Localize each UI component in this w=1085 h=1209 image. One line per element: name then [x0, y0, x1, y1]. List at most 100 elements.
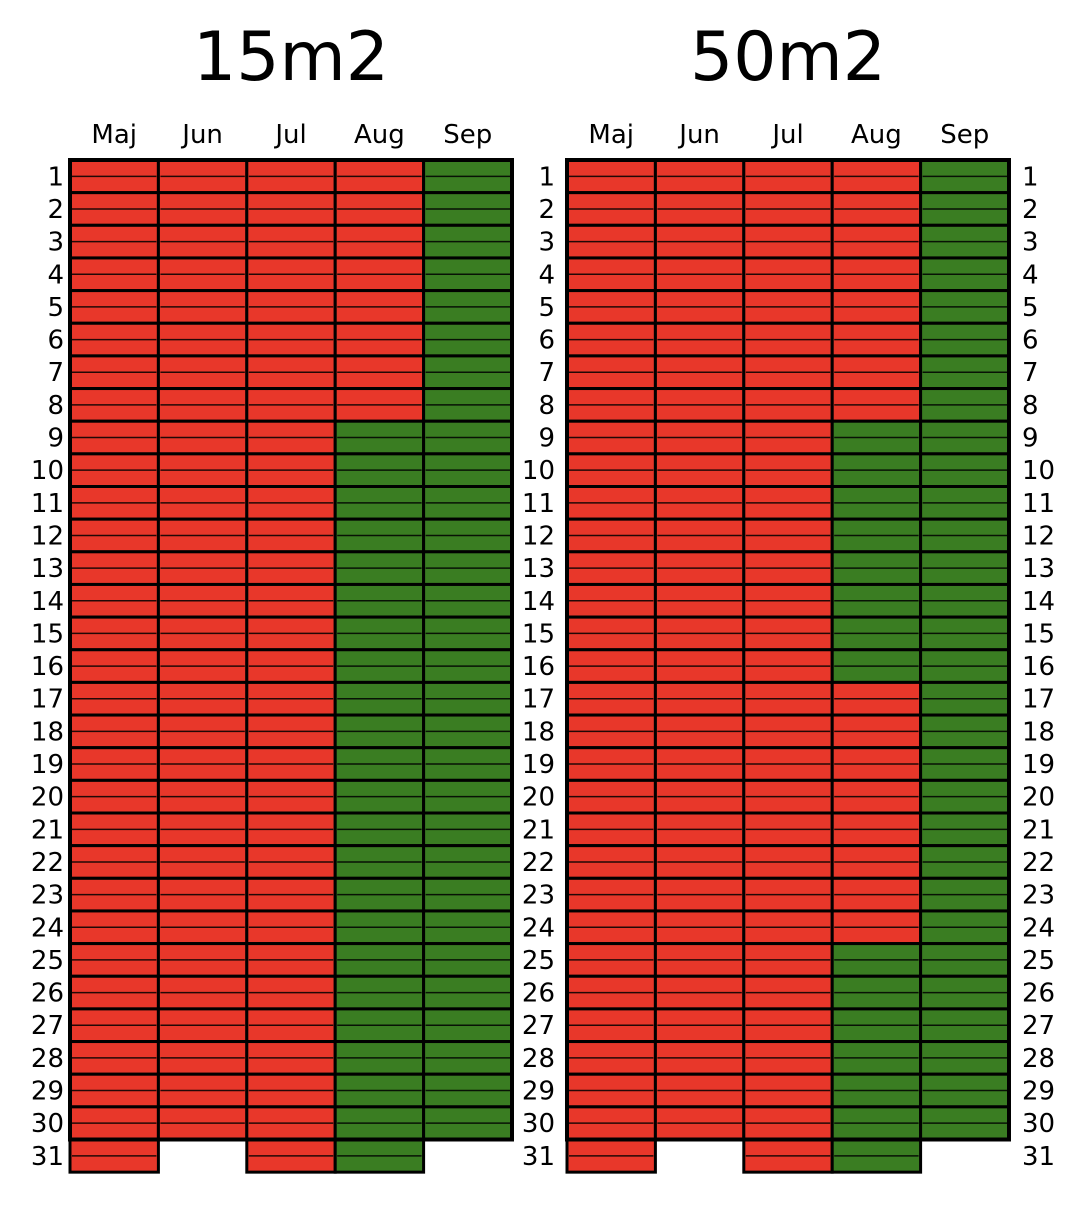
day-label-30: 30	[31, 1109, 64, 1139]
day-label-9: 9	[47, 424, 64, 454]
day-label-30: 30	[1022, 1109, 1055, 1139]
month-label-jun: Jun	[180, 120, 223, 150]
month-label-jun: Jun	[677, 120, 720, 150]
day-label-26: 26	[31, 979, 64, 1009]
day-label-1: 1	[538, 162, 555, 192]
day-label-24: 24	[31, 913, 64, 943]
day-label-3: 3	[47, 228, 64, 258]
day-label-28: 28	[522, 1044, 555, 1074]
chart-title: 50m2	[690, 18, 886, 97]
day-label-31: 31	[31, 1142, 64, 1172]
panel-border	[68, 158, 514, 1142]
day-label-6: 6	[1022, 326, 1039, 356]
month-label-aug: Aug	[851, 120, 902, 150]
day-label-5: 5	[47, 293, 64, 323]
day-label-11: 11	[1022, 489, 1055, 519]
day-label-16: 16	[31, 652, 64, 682]
day-label-16: 16	[522, 652, 555, 682]
day-label-25: 25	[31, 946, 64, 976]
day-label-5: 5	[1022, 293, 1039, 323]
day-label-29: 29	[31, 1077, 64, 1107]
day-label-27: 27	[522, 1011, 555, 1041]
day-label-18: 18	[1022, 717, 1055, 747]
day-label-6: 6	[47, 326, 64, 356]
day-label-29: 29	[522, 1077, 555, 1107]
day-label-25: 25	[522, 946, 555, 976]
day-label-24: 24	[1022, 913, 1055, 943]
day-label-20: 20	[522, 783, 555, 813]
day-label-27: 27	[31, 1011, 64, 1041]
day-label-23: 23	[31, 881, 64, 911]
day-label-17: 17	[522, 685, 555, 715]
day-label-5: 5	[538, 293, 555, 323]
day-label-14: 14	[522, 587, 555, 617]
day-label-4: 4	[1022, 260, 1039, 290]
day-label-27: 27	[1022, 1011, 1055, 1041]
month-label-jul: Jul	[770, 120, 803, 150]
day-label-2: 2	[538, 195, 555, 225]
day-label-1: 1	[47, 162, 64, 192]
day-label-22: 22	[522, 848, 555, 878]
day-label-17: 17	[31, 685, 64, 715]
day-label-20: 20	[1022, 783, 1055, 813]
day-label-8: 8	[47, 391, 64, 421]
day-label-1: 1	[1022, 162, 1039, 192]
day-label-13: 13	[31, 554, 64, 584]
day-label-14: 14	[31, 587, 64, 617]
day-label-3: 3	[538, 228, 555, 258]
day-label-7: 7	[538, 358, 555, 388]
day-label-22: 22	[1022, 848, 1055, 878]
day-label-9: 9	[1022, 424, 1039, 454]
day-label-29: 29	[1022, 1077, 1055, 1107]
day-label-11: 11	[522, 489, 555, 519]
day-label-10: 10	[1022, 456, 1055, 486]
day-label-19: 19	[31, 750, 64, 780]
day-label-19: 19	[522, 750, 555, 780]
day-label-19: 19	[1022, 750, 1055, 780]
day-label-31: 31	[1022, 1142, 1055, 1172]
day-label-21: 21	[1022, 815, 1055, 845]
day-label-8: 8	[538, 391, 555, 421]
day-label-20: 20	[31, 783, 64, 813]
month-label-sep: Sep	[443, 120, 492, 150]
day-label-12: 12	[522, 521, 555, 551]
day-label-22: 22	[31, 848, 64, 878]
panel-border	[565, 158, 1011, 1142]
day-label-6: 6	[538, 326, 555, 356]
month-label-sep: Sep	[940, 120, 989, 150]
day-label-10: 10	[31, 456, 64, 486]
month-label-maj: Maj	[91, 120, 137, 150]
day-label-23: 23	[522, 881, 555, 911]
day-label-26: 26	[522, 979, 555, 1009]
day-label-24: 24	[522, 913, 555, 943]
month-label-aug: Aug	[354, 120, 405, 150]
day-label-15: 15	[1022, 619, 1055, 649]
day-label-21: 21	[522, 815, 555, 845]
day-label-13: 13	[1022, 554, 1055, 584]
day-label-12: 12	[31, 521, 64, 551]
day-label-25: 25	[1022, 946, 1055, 976]
day-label-2: 2	[47, 195, 64, 225]
day-label-14: 14	[1022, 587, 1055, 617]
chart-title: 15m2	[193, 18, 389, 97]
day-label-21: 21	[31, 815, 64, 845]
day-label-12: 12	[1022, 521, 1055, 551]
day-label-30: 30	[522, 1109, 555, 1139]
day-label-9: 9	[538, 424, 555, 454]
month-label-jul: Jul	[273, 120, 306, 150]
day-label-8: 8	[1022, 391, 1039, 421]
day-label-18: 18	[31, 717, 64, 747]
day-label-15: 15	[522, 619, 555, 649]
month-label-maj: Maj	[588, 120, 634, 150]
day-label-18: 18	[522, 717, 555, 747]
day-label-4: 4	[47, 260, 64, 290]
day-label-31: 31	[522, 1142, 555, 1172]
day-label-13: 13	[522, 554, 555, 584]
day-label-2: 2	[1022, 195, 1039, 225]
day-label-15: 15	[31, 619, 64, 649]
day-label-28: 28	[31, 1044, 64, 1074]
day-label-4: 4	[538, 260, 555, 290]
